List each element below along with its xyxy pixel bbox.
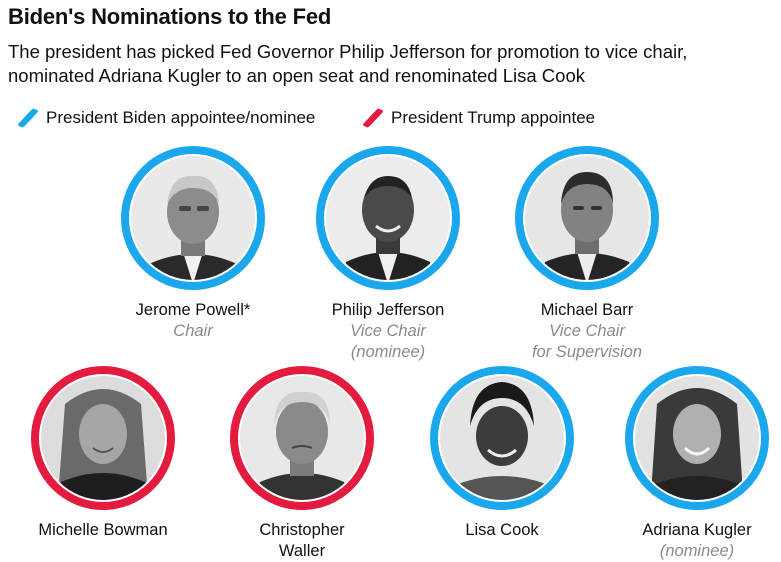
legend-trump-label: President Trump appointee xyxy=(391,108,596,127)
person-role: Chair xyxy=(173,322,213,340)
person-philip-jefferson: Philip Jefferson Vice Chair (nominee) xyxy=(303,144,473,363)
portrait-michelle-bowman xyxy=(29,364,177,512)
person-name: Lisa Cook xyxy=(465,521,539,539)
chart-title: Biden's Nominations to the Fed xyxy=(8,4,332,29)
person-name: Philip Jefferson xyxy=(331,301,445,319)
legend-trump: President Trump appointee xyxy=(362,108,596,128)
legend-biden-label: President Biden appointee/nominee xyxy=(46,108,316,127)
person-role: (nominee) xyxy=(659,542,735,560)
person-role: Vice Chair xyxy=(350,322,426,340)
person-role: Vice Chair xyxy=(549,322,625,340)
person-michael-barr: Michael Barr Vice Chair for Supervision xyxy=(502,144,672,363)
portrait-philip-jefferson xyxy=(314,144,462,292)
portrait-christopher-waller xyxy=(228,364,376,512)
portrait-adriana-kugler xyxy=(623,364,771,512)
portrait-lisa-cook xyxy=(428,364,576,512)
portrait-michael-barr xyxy=(513,144,661,292)
person-name-line2: Waller xyxy=(278,542,326,560)
person-michelle-bowman: Michelle Bowman xyxy=(18,364,188,541)
biden-swatch-icon xyxy=(17,108,39,128)
person-role-line2: (nominee) xyxy=(350,343,426,361)
person-name: Michelle Bowman xyxy=(38,521,168,539)
person-jerome-powell: Jerome Powell* Chair xyxy=(108,144,278,342)
portrait-jerome-powell xyxy=(119,144,267,292)
trump-swatch-icon xyxy=(362,108,384,128)
person-christopher-waller: Christopher Waller xyxy=(217,364,387,562)
person-name: Adriana Kugler xyxy=(642,521,752,539)
legend-biden: President Biden appointee/nominee xyxy=(17,108,316,128)
person-lisa-cook: Lisa Cook xyxy=(417,364,587,541)
person-adriana-kugler: Adriana Kugler (nominee) xyxy=(612,364,781,562)
chart-subtitle: The president has picked Fed Governor Ph… xyxy=(8,41,688,86)
person-name: Michael Barr xyxy=(540,301,634,319)
person-role-line2: for Supervision xyxy=(531,343,643,361)
person-name-line1: Christopher xyxy=(259,521,345,539)
person-name: Jerome Powell* xyxy=(135,301,251,319)
